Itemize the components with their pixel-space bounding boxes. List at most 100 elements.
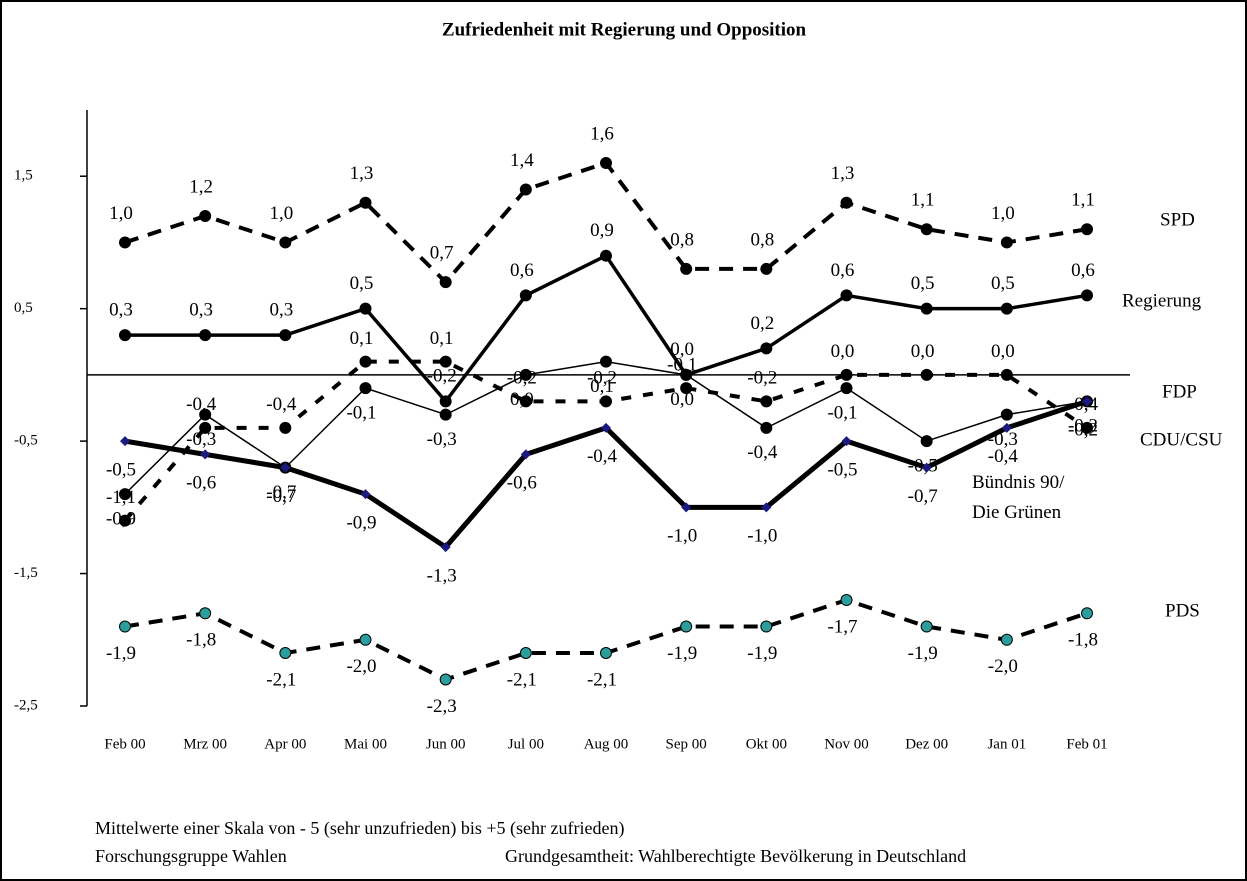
legend-label: SPD [1160, 209, 1195, 230]
point [279, 236, 292, 249]
value-label: -0,3 [186, 429, 216, 450]
point [360, 489, 371, 500]
value-label: -1,9 [667, 643, 697, 664]
value-label: -2,1 [587, 669, 617, 690]
point [120, 436, 130, 447]
point [1001, 422, 1012, 433]
y-tick-label: -1,5 [14, 565, 38, 581]
point [199, 421, 212, 434]
value-label: -0,6 [507, 473, 537, 494]
x-tick-label: Aug 00 [584, 736, 629, 752]
point [279, 647, 292, 660]
value-label: 0,5 [911, 273, 935, 294]
point [600, 395, 612, 408]
x-tick-label: Apr 00 [264, 736, 306, 752]
series-line [124, 597, 1088, 682]
point [760, 342, 773, 355]
point [760, 395, 773, 408]
value-label: 1,3 [350, 163, 374, 184]
value-label: -1,3 [427, 565, 457, 586]
point [1081, 289, 1093, 302]
value-label: 0,9 [590, 220, 614, 241]
value-label: 1,1 [1071, 190, 1095, 211]
point [119, 514, 131, 527]
point [199, 209, 212, 222]
value-label: -0,2 [587, 368, 617, 389]
value-label: 0,0 [911, 341, 935, 362]
point [280, 462, 291, 473]
value-label: -0,7 [266, 486, 296, 507]
value-label: -0,4 [266, 394, 297, 415]
point [920, 302, 933, 315]
value-label: -0,7 [266, 482, 296, 503]
point [680, 262, 693, 275]
point [359, 382, 372, 395]
value-label: -1,8 [186, 630, 216, 651]
point [439, 395, 452, 408]
value-label: 0,0 [670, 389, 694, 410]
point [359, 302, 372, 315]
point [519, 368, 532, 381]
point [279, 329, 292, 342]
value-label: 0,0 [831, 341, 855, 362]
point [1000, 408, 1013, 421]
value-label: 0,0 [670, 339, 694, 360]
value-label: 0,1 [590, 376, 614, 397]
note: Forschungsgruppe Wahlen [95, 846, 287, 866]
value-label: -0,4 [747, 442, 778, 463]
x-tick-label: Sep 00 [666, 736, 707, 752]
value-label: 1,6 [590, 123, 614, 144]
point [1000, 302, 1013, 315]
x-tick-label: Jul 00 [508, 736, 544, 752]
legend-label: Regierung [1122, 290, 1202, 311]
point [1000, 236, 1013, 249]
value-label: -0,9 [346, 512, 376, 533]
point [199, 607, 212, 620]
x-tick-label: Feb 01 [1066, 736, 1107, 752]
point [760, 421, 773, 434]
legend-label: CDU/CSU [1140, 429, 1223, 450]
x-tick-label: Jun 00 [426, 736, 466, 752]
value-label: 1,1 [911, 190, 935, 211]
point [920, 368, 933, 381]
point [680, 368, 693, 381]
value-label: -0,9 [106, 508, 136, 529]
value-label: -2,1 [266, 669, 296, 690]
x-tick-label: Nov 00 [824, 736, 869, 752]
note: Mittelwerte einer Skala von - 5 (sehr un… [95, 818, 624, 839]
point [119, 329, 131, 342]
point [840, 382, 853, 395]
value-label: -0,6 [186, 473, 216, 494]
value-label: -0,4 [988, 446, 1019, 467]
point [519, 647, 532, 660]
value-label: 0,1 [430, 328, 454, 349]
point [519, 395, 532, 408]
value-label: -0,2 [427, 366, 457, 387]
value-label: 0,6 [1071, 260, 1095, 281]
point [439, 673, 452, 686]
point [439, 408, 452, 421]
value-label: 0,6 [831, 260, 855, 281]
y-tick-label: -2,5 [14, 697, 38, 713]
point [920, 620, 933, 633]
point [199, 329, 212, 342]
point [840, 196, 853, 209]
value-label: -1,0 [747, 526, 777, 547]
point [519, 183, 532, 196]
value-label: -0,1 [346, 402, 376, 423]
value-label: -0,2 [747, 368, 777, 389]
value-label: -2,0 [346, 656, 376, 677]
x-tick-label: Mrz 00 [183, 736, 227, 752]
legend-entry: Bündnis 90/ Die Grünen [972, 472, 1064, 523]
point [119, 488, 131, 501]
point [681, 502, 692, 513]
point [1081, 223, 1093, 236]
point [1081, 421, 1093, 434]
y-tick-label: 1,5 [14, 168, 33, 184]
point [760, 620, 773, 633]
point [840, 594, 853, 607]
point [199, 408, 212, 421]
value-label: -0,2 [1068, 416, 1098, 437]
point [520, 449, 531, 460]
